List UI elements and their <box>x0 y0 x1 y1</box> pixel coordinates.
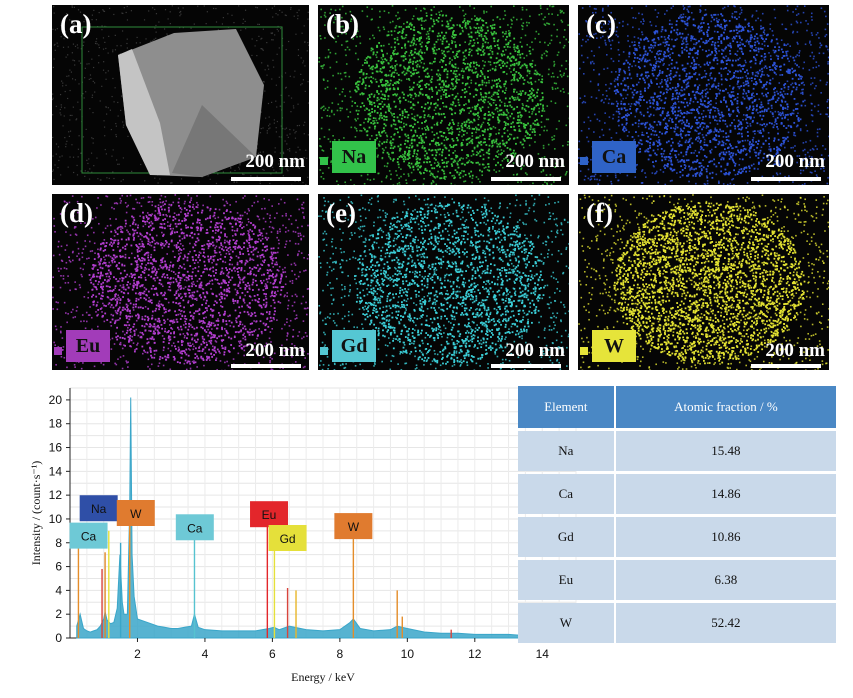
scale-bar <box>751 177 821 181</box>
y-tick-label: 2 <box>55 607 62 621</box>
cell-fraction: 6.38 <box>616 560 838 600</box>
peak-annotation-label: W <box>348 520 360 534</box>
scale-bar-label: 200 nm <box>505 340 565 362</box>
scale-bar-label: 200 nm <box>505 151 565 173</box>
peak-annotation-label: Ca <box>81 530 97 544</box>
element-legend-swatch <box>580 157 588 165</box>
y-axis-title: Intensity / (count·s⁻¹) <box>29 461 43 566</box>
y-tick-label: 16 <box>49 441 63 455</box>
element-legend-swatch <box>320 347 328 355</box>
x-axis-title: Energy / keV <box>291 670 355 684</box>
scale-bar-label: 200 nm <box>245 340 305 362</box>
scale-bar-label: 200 nm <box>245 151 305 173</box>
scale-bar <box>231 364 301 368</box>
panel-label: (b) <box>326 9 359 40</box>
panel-d: (d) Eu 200 nm <box>52 194 309 370</box>
cell-fraction: 14.86 <box>616 474 838 514</box>
cell-element: Eu <box>518 560 616 600</box>
scale-bar-label: 200 nm <box>765 151 825 173</box>
panel-b: (b) Na 200 nm <box>318 5 569 185</box>
x-tick-label: 2 <box>134 647 141 661</box>
element-tag: Ca <box>592 141 636 173</box>
peak-annotation-label: W <box>130 507 142 521</box>
y-tick-label: 10 <box>49 512 63 526</box>
table-header-row: Element Atomic fraction / % <box>518 386 838 428</box>
header-element: Element <box>518 386 616 428</box>
peak-annotation-label: Gd <box>280 532 296 546</box>
y-tick-label: 20 <box>49 393 63 407</box>
x-tick-label: 4 <box>202 647 209 661</box>
panel-label: (e) <box>326 198 356 229</box>
panel-a: (a) 200 nm <box>52 5 309 185</box>
scale-bar <box>491 364 561 368</box>
panel-label: (d) <box>60 198 93 229</box>
eds-spectrum-chart: 0 2 4 6 8 10 12 14 16 18 20 2 4 6 8 10 12 14 Energy / keV I… <box>0 376 600 693</box>
header-atomic-fraction: Atomic fraction / % <box>616 386 838 428</box>
y-tick-label: 14 <box>49 464 63 478</box>
x-tick-label: 8 <box>337 647 344 661</box>
panel-c: (c) Ca 200 nm <box>578 5 829 185</box>
scale-bar <box>231 177 301 181</box>
scale-bar-label: 200 nm <box>765 340 825 362</box>
element-legend-swatch <box>54 347 62 355</box>
panel-label: (f) <box>586 198 613 229</box>
cell-fraction: 52.42 <box>616 603 838 643</box>
peak-annotation-label: Ca <box>187 521 203 535</box>
peak-annotation-label: Na <box>91 502 107 516</box>
y-tick-label: 12 <box>49 488 63 502</box>
x-tick-label: 14 <box>536 647 550 661</box>
panel-f: (f) W 200 nm <box>578 194 829 370</box>
y-tick-label: 18 <box>49 417 63 431</box>
y-tick-label: 8 <box>55 536 62 550</box>
element-legend-swatch <box>320 157 328 165</box>
cell-fraction: 15.48 <box>616 431 838 471</box>
cell-element: Gd <box>518 517 616 557</box>
element-tag: Na <box>332 141 376 173</box>
y-tick-label: 0 <box>55 631 62 645</box>
element-legend-swatch <box>580 347 588 355</box>
panel-label: (a) <box>60 9 91 40</box>
panel-label: (c) <box>586 9 616 40</box>
x-tick-label: 12 <box>468 647 482 661</box>
y-tick-label: 6 <box>55 560 62 574</box>
panel-e: (e) Gd 200 nm <box>318 194 569 370</box>
y-tick-label: 4 <box>55 583 62 597</box>
cell-element: Ca <box>518 474 616 514</box>
cell-element: Na <box>518 431 616 471</box>
scale-bar <box>491 177 561 181</box>
scale-bar <box>751 364 821 368</box>
peak-annotation-label: Eu <box>262 508 277 522</box>
element-tag: W <box>592 330 636 362</box>
element-tag: Gd <box>332 330 376 362</box>
spectrum-svg: 0 2 4 6 8 10 12 14 16 18 20 2 4 6 8 10 12 14 Energy / keV I… <box>0 376 600 693</box>
x-tick-label: 6 <box>269 647 276 661</box>
element-tag: Eu <box>66 330 110 362</box>
x-tick-label: 10 <box>401 647 415 661</box>
cell-fraction: 10.86 <box>616 517 838 557</box>
cell-element: W <box>518 603 616 643</box>
